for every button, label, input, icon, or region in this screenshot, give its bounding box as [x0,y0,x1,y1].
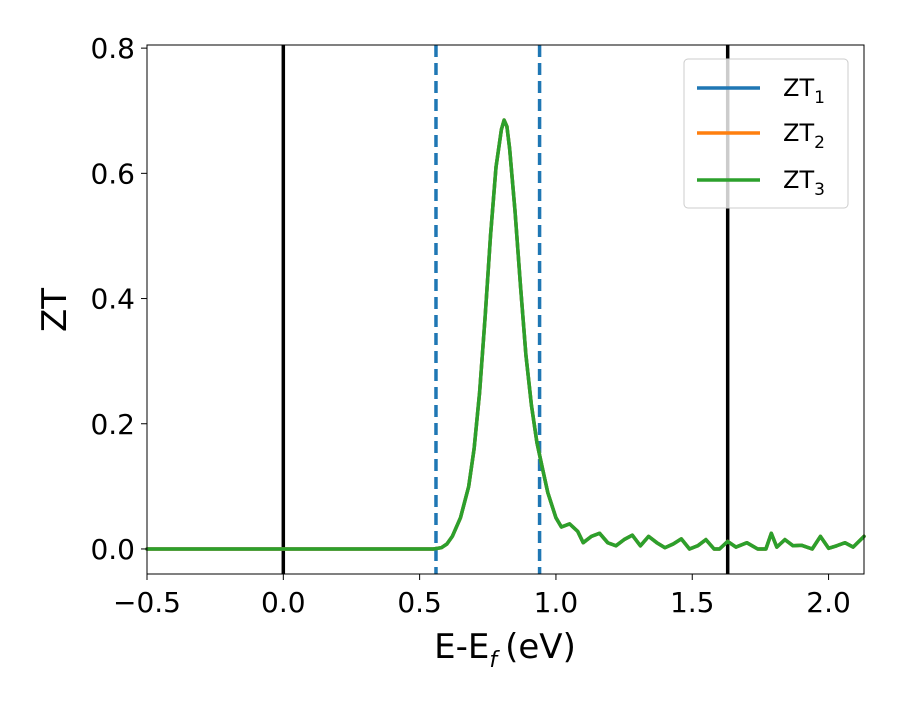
series-line-3 [145,118,866,551]
x-tick-label: 2.0 [806,586,851,619]
x-tick-label: 1.0 [534,586,579,619]
x-axis-ticks: −0.5 0.0 0.5 1.0 1.5 2.0 [113,574,851,619]
legend-entry-2: ZT2 [783,119,825,153]
legend-frame [683,58,849,209]
x-tick-label: 0.0 [261,586,306,619]
x-tick-label: 0.5 [397,586,442,619]
y-tick-label: 0.2 [90,408,135,441]
y-tick-label: 0.4 [90,283,135,316]
y-tick-label: 0.0 [90,533,135,566]
y-tick-label: 0.6 [90,157,135,190]
legend: ZT1 ZT2 ZT3 [683,58,849,209]
y-axis-title: ZT [35,288,75,332]
plot-frame [146,44,865,575]
series-lines [145,118,866,551]
x-tick-label: 1.5 [670,586,715,619]
y-axis-ticks: 0.0 0.2 0.4 0.6 0.8 [90,32,147,566]
legend-entry-3: ZT3 [783,166,825,200]
x-tick-label: −0.5 [113,586,181,619]
legend-entry-1: ZT1 [783,74,825,108]
x-axis-title: E-Ef (eV) [434,627,576,673]
y-tick-label: 0.8 [90,32,135,65]
